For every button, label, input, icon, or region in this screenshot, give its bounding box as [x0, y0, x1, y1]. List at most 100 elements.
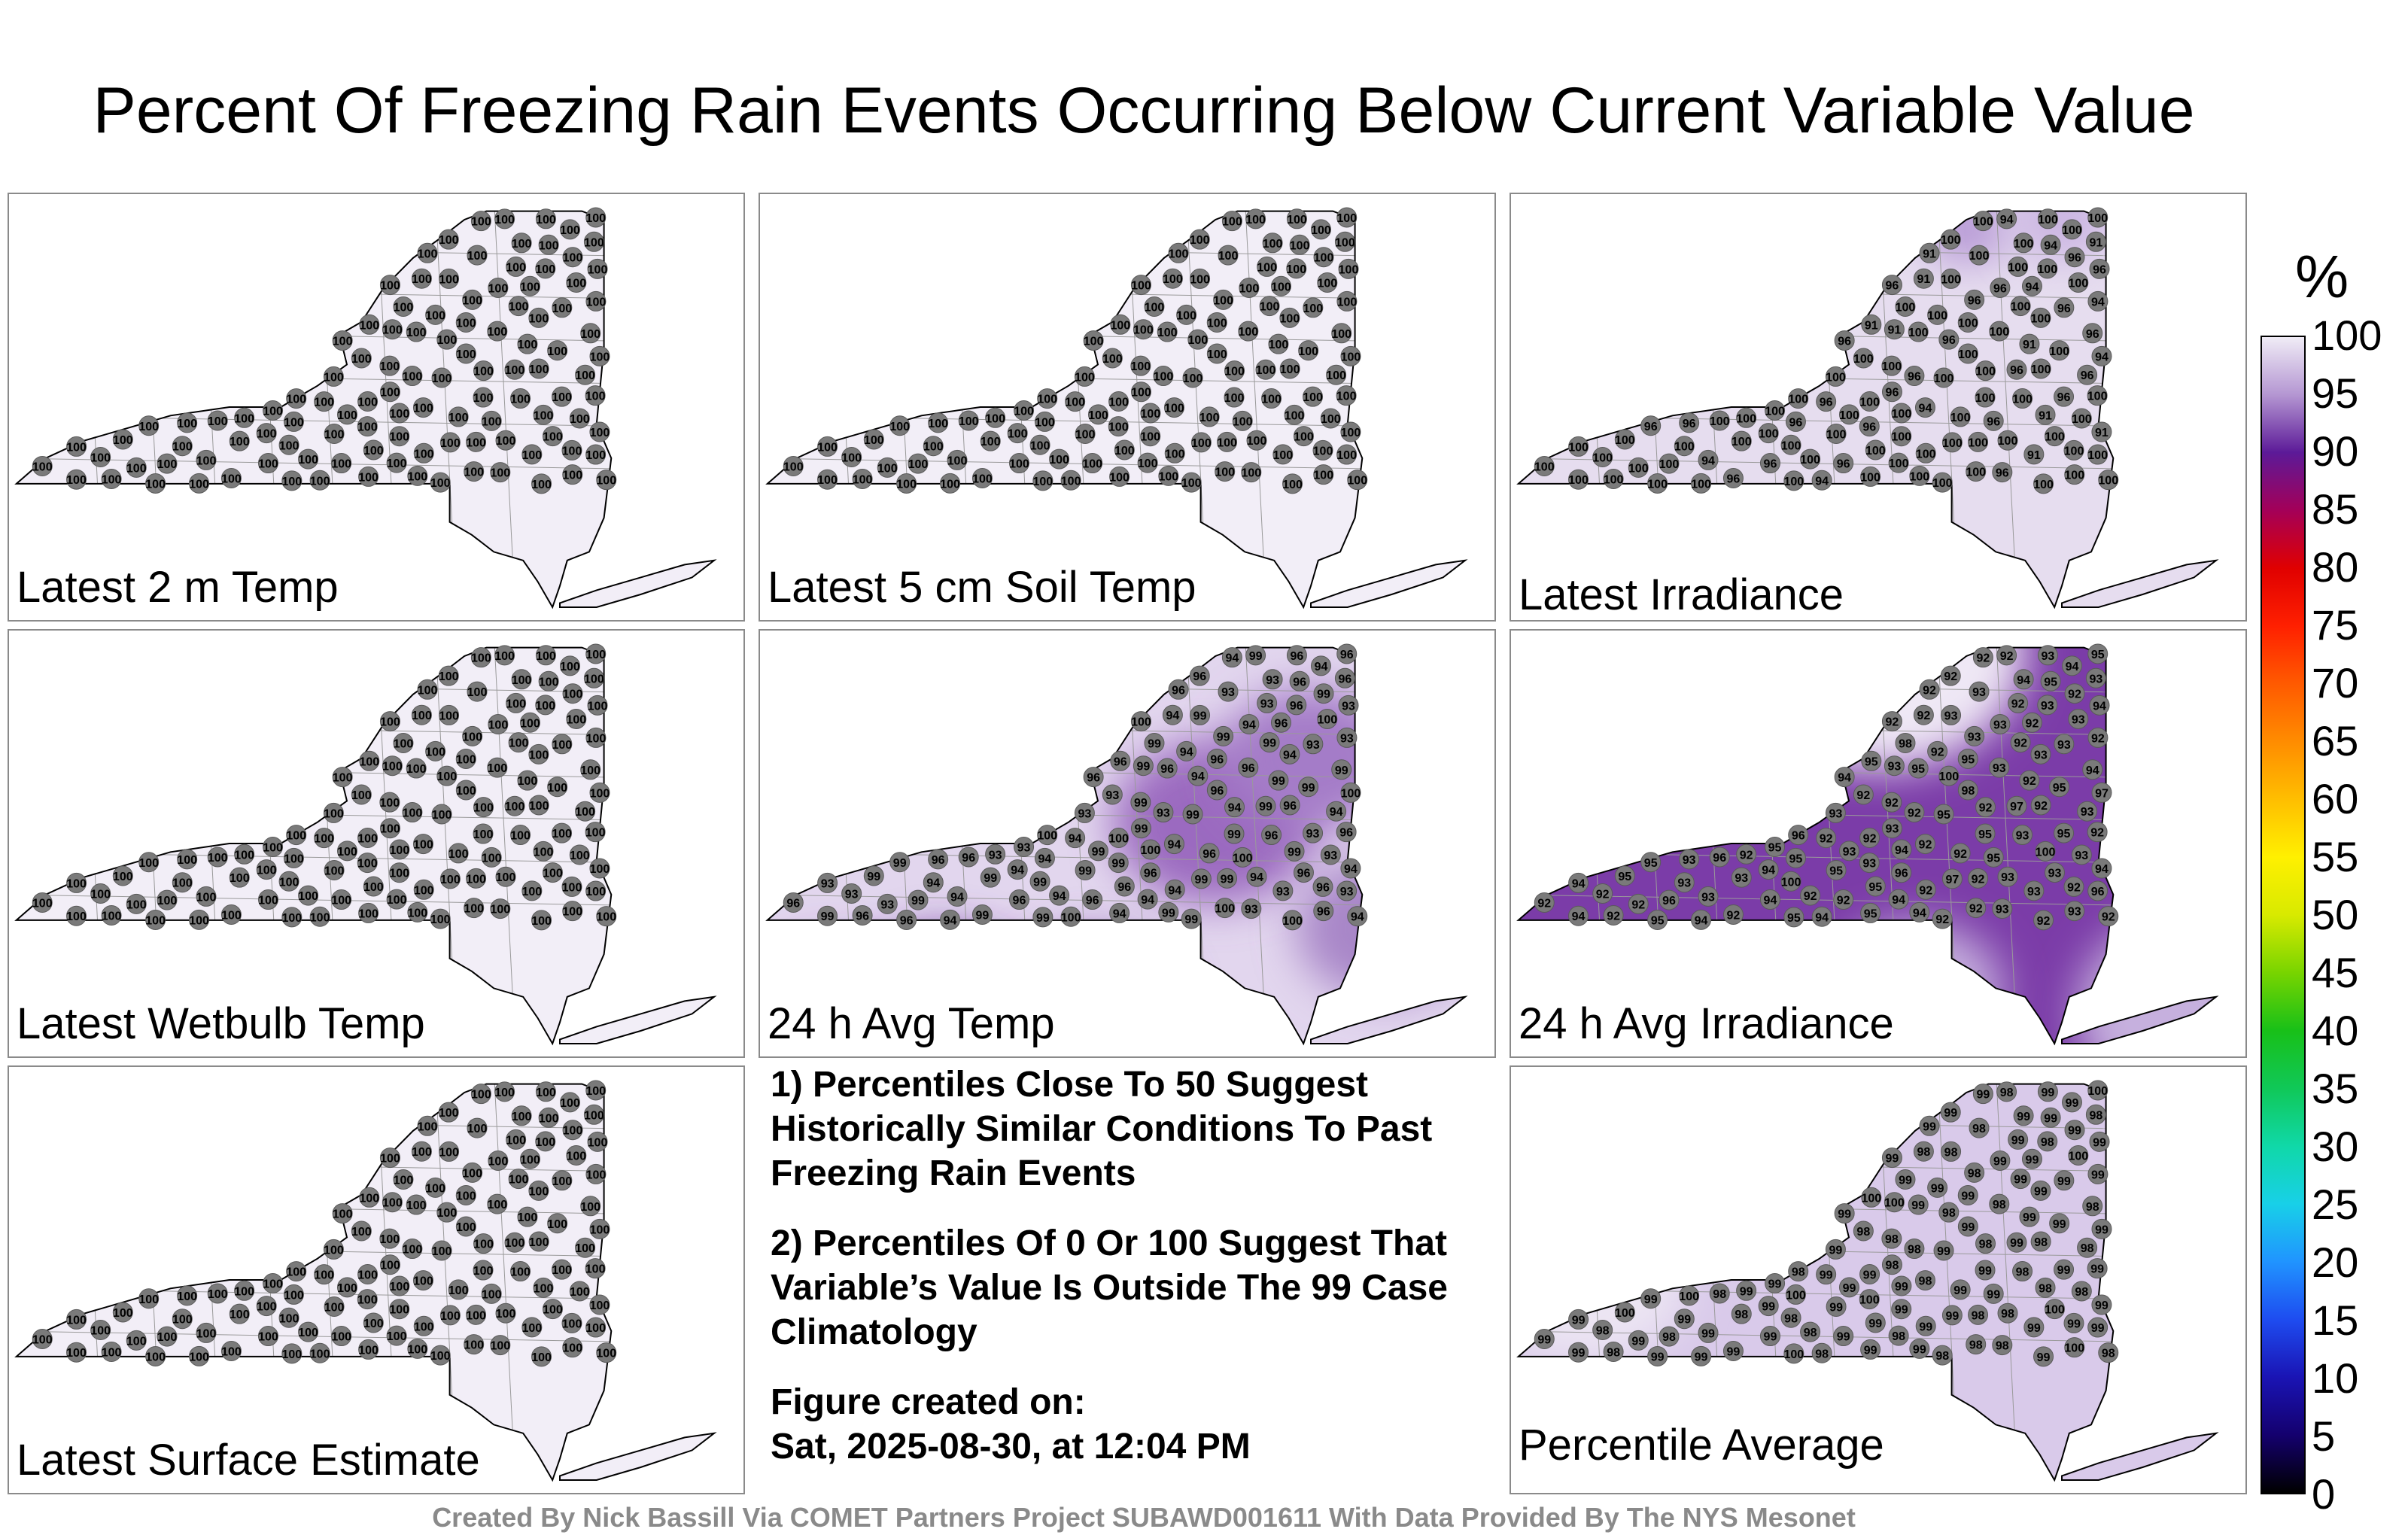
station-marker: 94	[1065, 828, 1086, 849]
station-marker: 100	[207, 1283, 228, 1304]
station-value: 100	[1247, 435, 1267, 448]
station-marker: 100	[583, 667, 604, 688]
station-marker: 93	[1153, 802, 1174, 823]
station-marker: 99	[1032, 907, 1054, 928]
station-marker: 100	[580, 759, 601, 780]
station-value: 92	[2023, 775, 2036, 788]
station-marker: 100	[1215, 898, 1236, 919]
station-marker: 100	[1060, 906, 1081, 927]
station-value: 100	[509, 737, 529, 750]
station-value: 100	[473, 828, 494, 841]
station-value: 99	[1272, 775, 1285, 788]
county-line	[833, 647, 856, 1044]
station-marker: 92	[1859, 828, 1880, 849]
station-marker: 100	[1241, 462, 1262, 483]
station-marker: 100	[1158, 465, 1179, 486]
station-value: 100	[1257, 261, 1277, 274]
map-panel-latest-irradiance: 91 94 96 96 100 100 100 96 100 100 100 100 100 100 91 9…	[1510, 193, 2247, 622]
county-line	[16, 1117, 714, 1132]
station-value: 94	[1283, 749, 1297, 761]
station-marker: 100	[357, 853, 378, 874]
station-value: 100	[1941, 273, 1961, 286]
station-marker: 100	[286, 825, 307, 846]
county-line	[767, 245, 1465, 259]
station-value: 99	[2023, 1211, 2036, 1224]
station-marker: 100	[455, 780, 476, 801]
station-value: 99	[1944, 1107, 1957, 1120]
station-marker: 95	[2087, 643, 2109, 664]
station-marker: 91	[2085, 231, 2106, 252]
station-value: 95	[1829, 865, 1843, 877]
station-value: 100	[471, 216, 491, 229]
station-marker: 100	[817, 436, 838, 457]
station-value: 100	[552, 828, 572, 840]
station-value: 100	[1286, 263, 1306, 276]
station-value: 100	[286, 1266, 306, 1279]
station-marker: 92	[1913, 704, 1934, 725]
station-value: 100	[940, 478, 960, 491]
station-value: 100	[314, 833, 334, 846]
station-value: 99	[1111, 858, 1125, 871]
station-value: 92	[1979, 802, 1993, 815]
station-marker: 100	[531, 910, 552, 931]
station-marker: 99	[1908, 1194, 1929, 1215]
station-marker: 100	[481, 1283, 502, 1304]
station-marker: 100	[1881, 355, 1902, 376]
station-marker: 100	[506, 1129, 527, 1150]
station-value: 93	[1340, 732, 1354, 745]
station-value: 93	[1735, 872, 1748, 885]
station-marker: 92	[1915, 879, 1936, 900]
station-value: 100	[1335, 236, 1355, 249]
station-value: 100	[1958, 317, 1978, 330]
station-value: 100	[257, 428, 277, 441]
station-value: 92	[1856, 789, 1870, 802]
station-value: 100	[1145, 302, 1165, 315]
station-marker: 99	[1957, 1216, 1978, 1237]
station-value: 100	[531, 479, 552, 491]
station-marker: 99	[2049, 1213, 2070, 1234]
station-marker: 99	[1909, 1338, 1930, 1359]
station-marker: 99	[1255, 795, 1276, 816]
station-marker: 99	[2006, 1232, 2027, 1253]
station-value: 100	[482, 415, 502, 428]
station-marker: 100	[331, 889, 352, 910]
station-value: 99	[1976, 1089, 1990, 1102]
station-value: 100	[1331, 328, 1351, 341]
panel-label: Latest 2 m Temp	[17, 563, 339, 612]
station-marker: 100	[575, 364, 596, 385]
station-value: 100	[547, 782, 567, 795]
station-value: 100	[436, 1207, 457, 1220]
station-value: 100	[487, 1199, 507, 1211]
station-marker: 94	[1163, 834, 1184, 855]
station-marker: 100	[382, 755, 403, 777]
station-marker: 99	[1534, 1328, 1555, 1349]
station-marker: 93	[2064, 901, 2085, 922]
station-marker: 98	[1996, 1081, 2017, 1102]
station-marker: 95	[1861, 750, 1882, 771]
station-value: 100	[1784, 476, 1804, 488]
station-value: 100	[2098, 475, 2118, 488]
station-value: 94	[1242, 719, 1256, 731]
station-value: 92	[1804, 890, 1817, 903]
station-marker: 99	[2089, 1131, 2110, 1152]
county-line	[199, 211, 223, 608]
station-value: 100	[380, 716, 400, 729]
station-value: 100	[359, 1192, 379, 1205]
station-marker: 100	[1130, 275, 1151, 296]
station-value: 100	[1628, 462, 1649, 475]
station-marker: 100	[1144, 296, 1165, 318]
station-value: 92	[1917, 710, 1930, 722]
station-value: 100	[138, 421, 159, 433]
station-marker: 100	[281, 907, 303, 928]
station-value: 100	[1154, 371, 1174, 384]
station-value: 98	[2089, 1109, 2102, 1122]
station-value: 100	[506, 698, 526, 710]
station-value: 100	[2087, 1085, 2108, 1098]
station-value: 92	[1607, 910, 1620, 923]
station-marker: 100	[386, 889, 407, 910]
station-marker: 99	[1826, 1296, 1847, 1317]
station-marker: 98	[1853, 1220, 1874, 1242]
station-marker: 100	[324, 1296, 345, 1317]
station-value: 100	[1218, 250, 1239, 263]
station-marker: 98	[1913, 1141, 1934, 1162]
